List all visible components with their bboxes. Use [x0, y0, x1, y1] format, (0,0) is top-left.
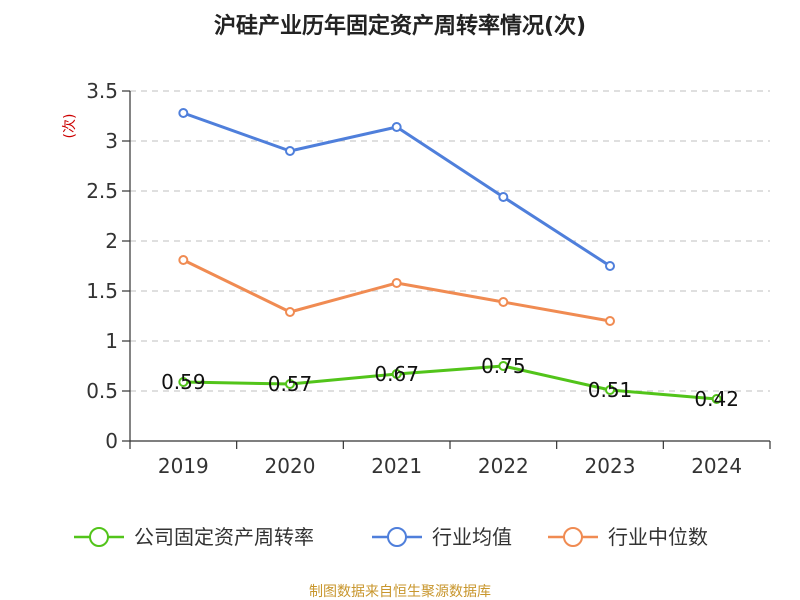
data-point — [498, 297, 509, 307]
y-tick-label: 3 — [105, 129, 118, 153]
data-point — [178, 255, 189, 265]
y-tick-label: 3.5 — [86, 79, 118, 103]
chart-title: 沪硅产业历年固定资产周转率情况(次) — [214, 13, 586, 39]
data-point — [285, 307, 295, 317]
data-label: 0.57 — [268, 372, 313, 396]
source-note: 制图数据来自恒生聚源数据库 — [309, 584, 491, 600]
x-tick-label: 2022 — [478, 454, 529, 478]
data-point — [391, 278, 402, 288]
series-line-1 — [181, 111, 612, 268]
data-point — [391, 369, 402, 379]
y-axis-label: (次) — [62, 114, 78, 139]
y-tick-label: 1.5 — [86, 279, 118, 303]
x-tick-label: 2020 — [265, 454, 316, 478]
x-tick-label: 2024 — [691, 454, 742, 478]
legend: 公司固定资产周转率 行业均值 行业中位数 — [74, 525, 708, 549]
data-point — [605, 316, 615, 326]
y-tick-label: 0.5 — [86, 379, 118, 403]
legend-marker — [387, 527, 407, 547]
data-point — [285, 146, 295, 156]
data-point — [285, 379, 295, 389]
data-point — [391, 122, 402, 132]
gridlines — [130, 90, 770, 392]
data-labels: 0.59 0.57 0.67 0.75 0.51 0.42 — [161, 354, 739, 411]
legend-marker — [89, 527, 109, 547]
x-tick-label: 2023 — [585, 454, 636, 478]
data-point — [498, 192, 509, 202]
data-label: 0.75 — [481, 354, 526, 378]
y-tick-label: 2 — [105, 229, 118, 253]
data-label: 0.67 — [374, 362, 419, 386]
legend-label: 行业中位数 — [608, 525, 708, 549]
legend-label: 行业均值 — [432, 525, 512, 549]
x-tick-label: 2019 — [158, 454, 209, 478]
legend-marker — [563, 527, 583, 547]
series-lines — [178, 108, 722, 404]
data-point — [178, 108, 189, 118]
series-line-0 — [181, 364, 719, 401]
y-tick-label: 2.5 — [86, 179, 118, 203]
y-tick-label: 1 — [105, 329, 118, 353]
data-label: 0.51 — [588, 378, 633, 402]
data-label: 0.42 — [694, 387, 739, 411]
data-label: 0.59 — [161, 370, 206, 394]
data-point — [498, 361, 509, 371]
data-point — [605, 385, 615, 395]
x-tick-label: 2021 — [371, 454, 422, 478]
legend-label: 公司固定资产周转率 — [134, 525, 314, 549]
data-point — [605, 261, 615, 271]
data-point — [711, 394, 722, 404]
y-tick-label: 0 — [105, 429, 118, 453]
data-point — [178, 377, 189, 387]
